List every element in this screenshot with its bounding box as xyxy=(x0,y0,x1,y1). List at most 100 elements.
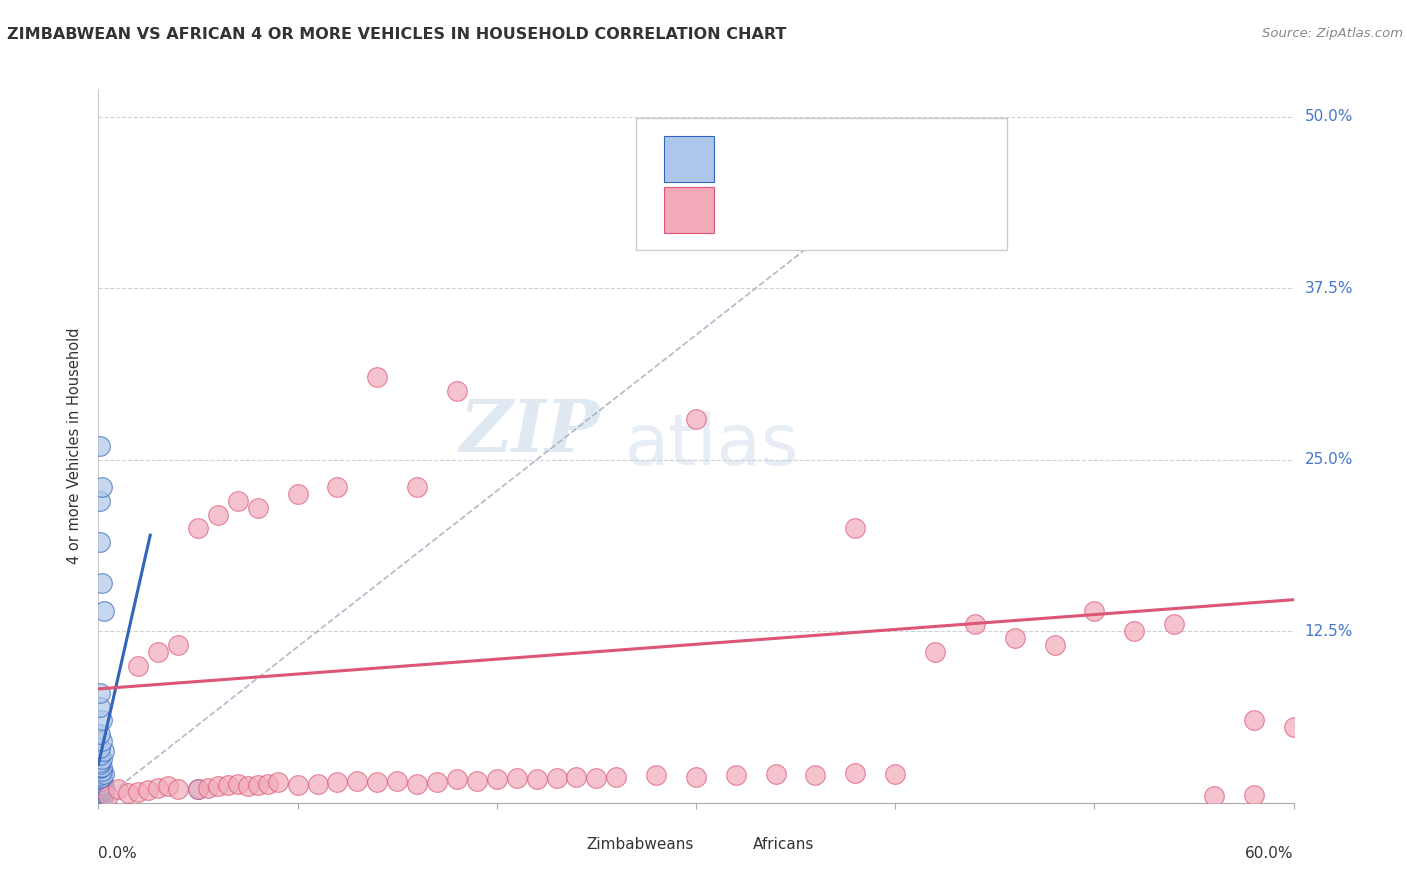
Point xyxy=(89,775,111,789)
Point xyxy=(157,780,180,794)
Point xyxy=(93,744,115,758)
Point xyxy=(89,755,111,769)
Point xyxy=(91,789,114,803)
Point xyxy=(89,760,111,774)
Text: Source: ZipAtlas.com: Source: ZipAtlas.com xyxy=(1263,27,1403,40)
Point xyxy=(89,786,111,800)
Text: ZIMBABWEAN VS AFRICAN 4 OR MORE VEHICLES IN HOUSEHOLD CORRELATION CHART: ZIMBABWEAN VS AFRICAN 4 OR MORE VEHICLES… xyxy=(7,27,786,42)
Point xyxy=(307,776,329,790)
Point xyxy=(226,776,249,790)
Point xyxy=(89,686,111,700)
Point xyxy=(207,780,229,794)
Point xyxy=(136,783,159,797)
Point xyxy=(326,775,349,789)
Point xyxy=(1282,720,1305,734)
Point xyxy=(167,782,190,797)
FancyBboxPatch shape xyxy=(664,136,714,182)
Point xyxy=(406,776,429,790)
Point xyxy=(605,770,627,784)
Point xyxy=(645,768,668,782)
Point xyxy=(91,780,114,794)
Point xyxy=(93,786,115,800)
Point xyxy=(765,767,787,781)
Text: 60.0%: 60.0% xyxy=(1246,846,1294,861)
Text: 12.5%: 12.5% xyxy=(1305,624,1353,639)
Point xyxy=(526,772,548,787)
Point xyxy=(148,780,170,795)
Point xyxy=(685,770,707,784)
FancyBboxPatch shape xyxy=(664,187,714,234)
Text: ZIP: ZIP xyxy=(460,396,600,467)
Point xyxy=(724,768,747,782)
Point xyxy=(197,780,219,795)
Point xyxy=(89,740,111,755)
Point xyxy=(91,788,114,802)
Point xyxy=(207,508,229,522)
Point xyxy=(804,768,827,782)
Point xyxy=(93,604,115,618)
Point xyxy=(1083,604,1105,618)
Point xyxy=(1243,714,1265,728)
Point xyxy=(89,768,111,782)
Point xyxy=(1123,624,1146,639)
Point xyxy=(91,480,114,494)
Point xyxy=(217,778,239,792)
Point xyxy=(506,771,529,785)
Point xyxy=(267,775,290,789)
Text: 37.5%: 37.5% xyxy=(1305,281,1353,295)
Point xyxy=(91,576,114,591)
Point xyxy=(89,780,111,795)
Point xyxy=(924,645,946,659)
FancyBboxPatch shape xyxy=(720,833,747,856)
Point xyxy=(127,785,149,799)
Point xyxy=(91,780,114,795)
Point xyxy=(91,752,114,766)
Point xyxy=(91,764,114,779)
Point xyxy=(89,747,111,762)
Point xyxy=(465,773,488,788)
Point xyxy=(148,645,170,659)
Point xyxy=(366,775,388,789)
Point xyxy=(89,782,111,797)
Point xyxy=(89,535,111,549)
Text: 25.0%: 25.0% xyxy=(1305,452,1353,467)
Point xyxy=(1243,788,1265,802)
Point xyxy=(585,771,607,785)
Point xyxy=(89,789,111,803)
FancyBboxPatch shape xyxy=(636,118,1007,250)
Point xyxy=(89,757,111,772)
Point xyxy=(326,480,349,494)
Point xyxy=(93,767,115,781)
Point xyxy=(385,773,409,788)
Point xyxy=(346,773,368,788)
Point xyxy=(93,789,115,803)
Point xyxy=(246,500,269,515)
Point xyxy=(287,778,309,792)
Point xyxy=(89,699,111,714)
Point xyxy=(366,370,388,384)
FancyBboxPatch shape xyxy=(553,833,579,856)
Point xyxy=(884,767,907,781)
Point xyxy=(89,494,111,508)
Point xyxy=(107,782,129,797)
Point xyxy=(89,783,111,797)
Point xyxy=(117,786,139,800)
Point xyxy=(93,782,115,797)
Point xyxy=(89,788,111,802)
Point xyxy=(91,760,114,774)
Point xyxy=(844,521,866,535)
Point xyxy=(963,617,986,632)
Text: Zimbabweans: Zimbabweans xyxy=(586,838,693,853)
Point xyxy=(91,776,114,790)
Point xyxy=(1202,789,1225,803)
Point xyxy=(167,638,190,652)
Point xyxy=(89,727,111,741)
Point xyxy=(91,770,114,784)
Point xyxy=(187,782,209,797)
Point xyxy=(97,789,120,803)
Text: 0.0%: 0.0% xyxy=(98,846,138,861)
Text: R = 0.432   N = 49: R = 0.432 N = 49 xyxy=(735,150,893,168)
Point xyxy=(485,772,508,787)
Text: Africans: Africans xyxy=(754,838,814,853)
Point xyxy=(546,771,568,785)
